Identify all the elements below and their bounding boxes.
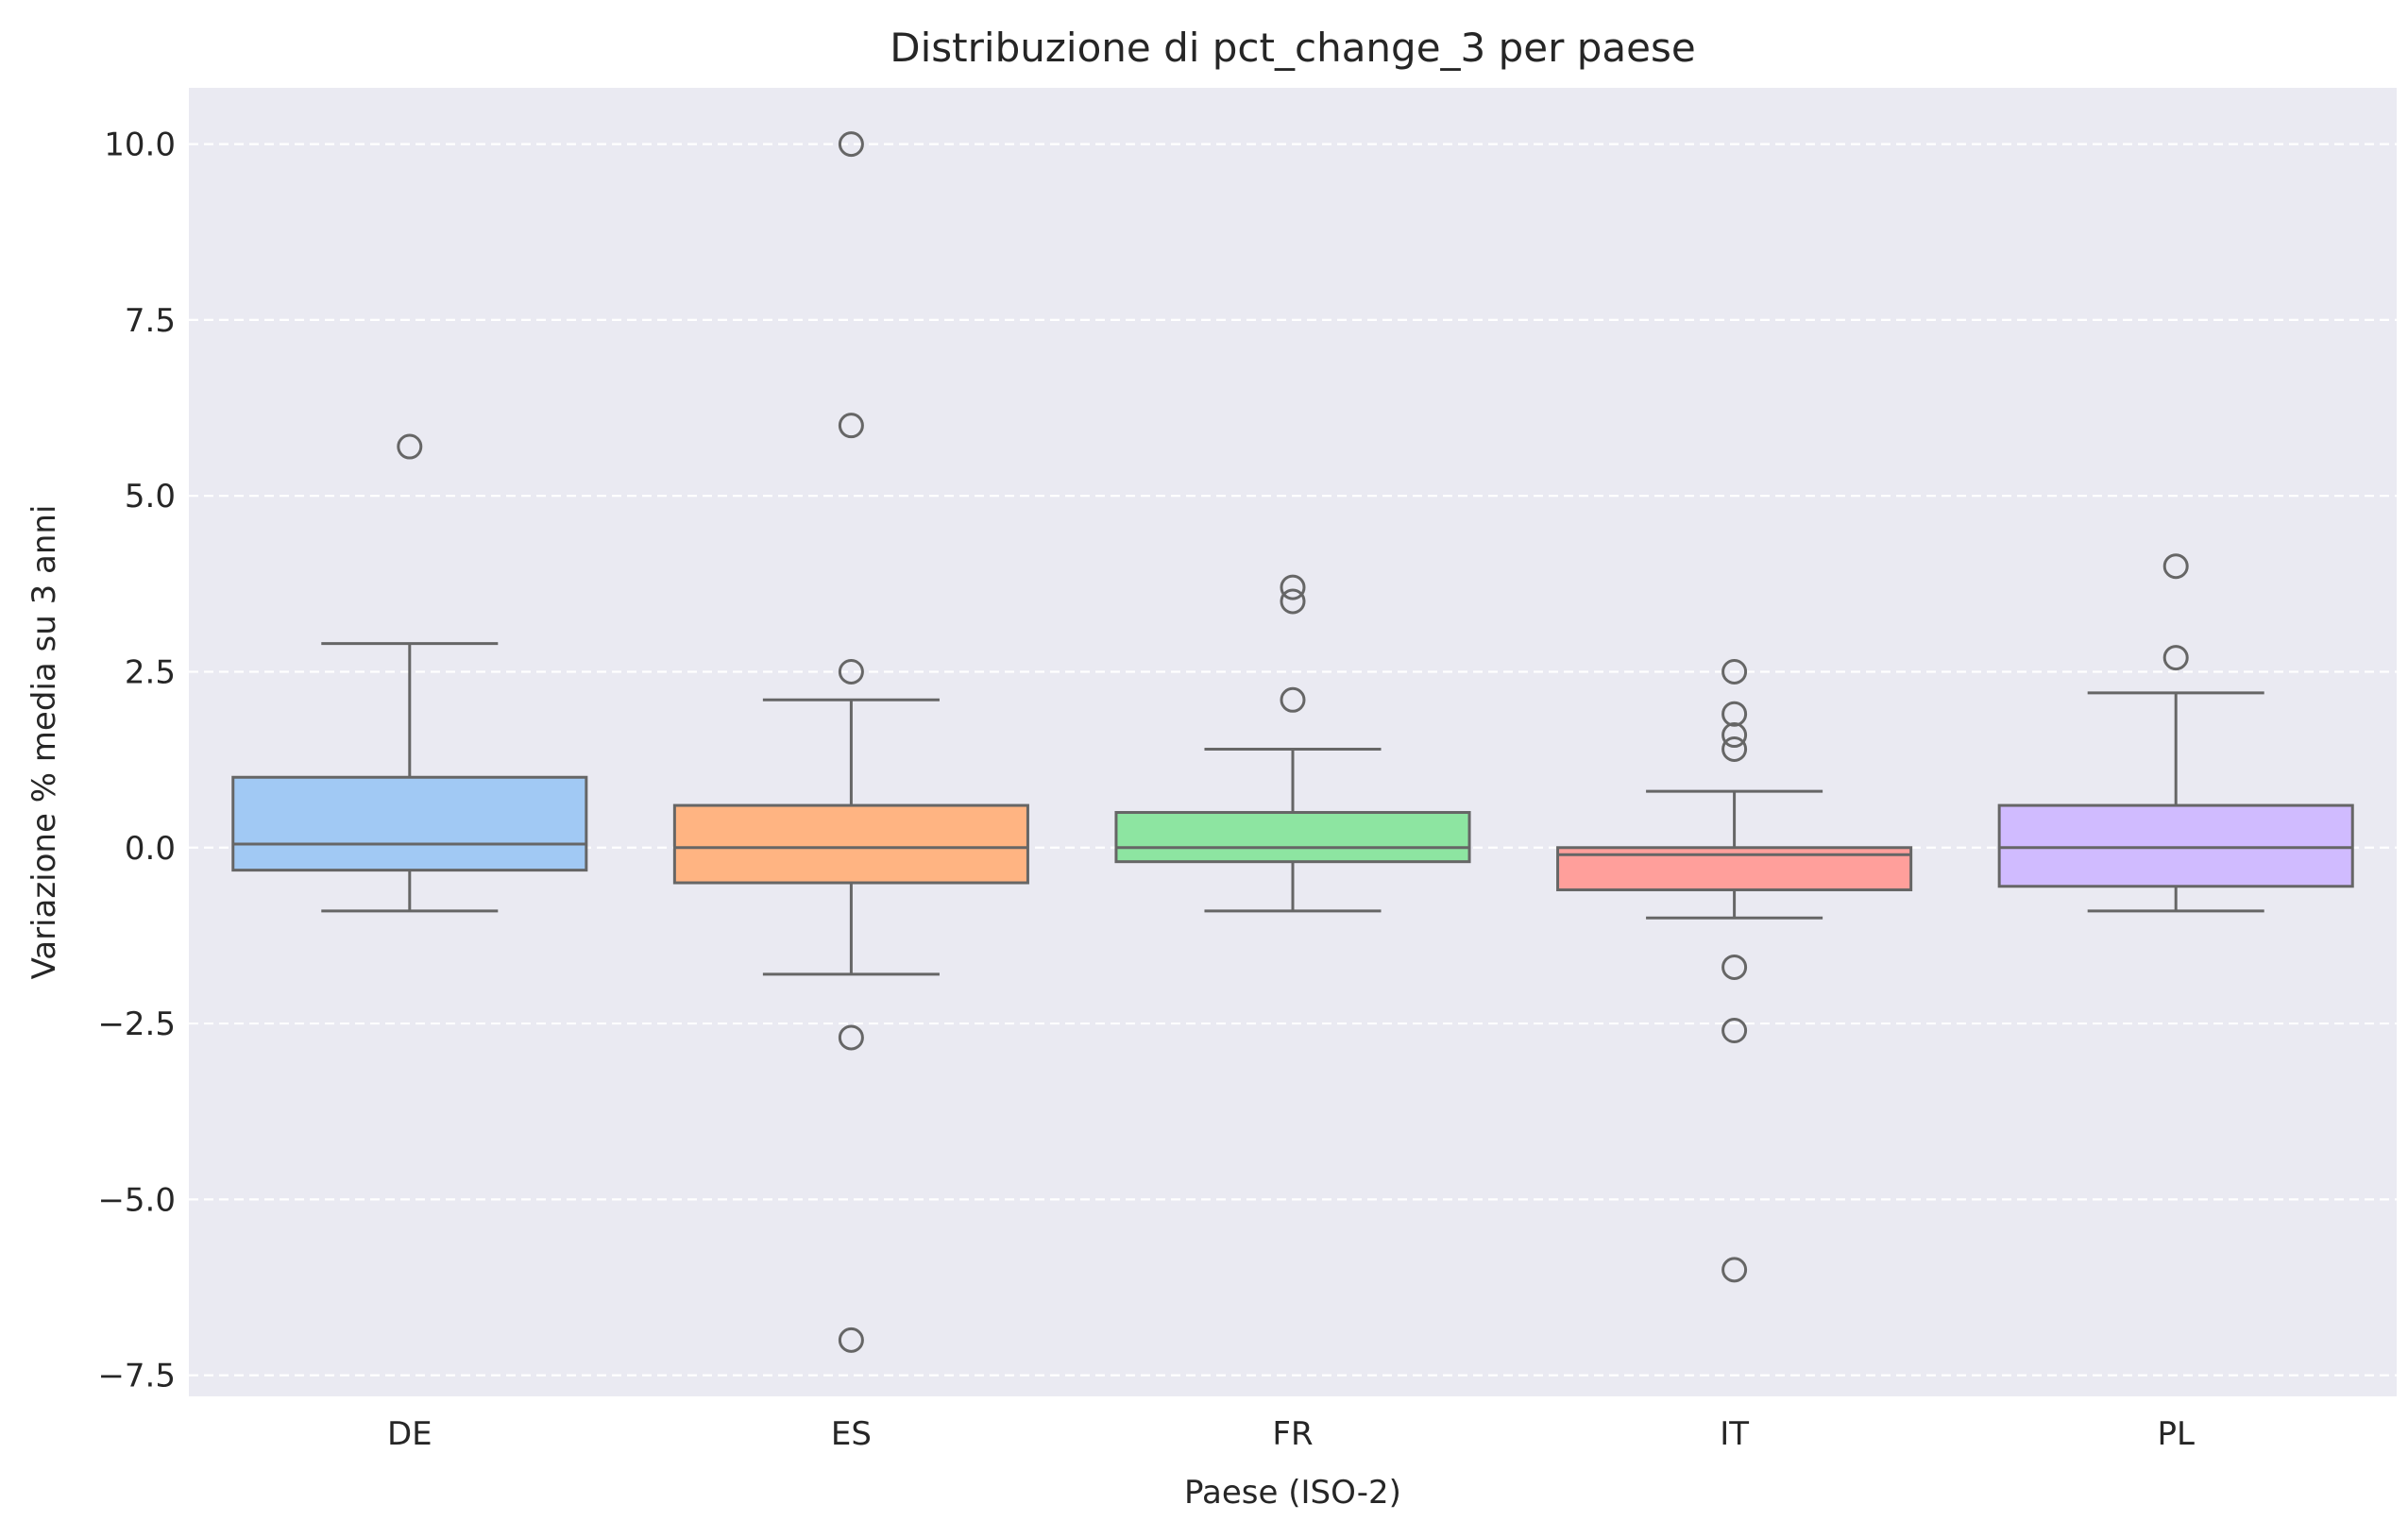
outlier-point xyxy=(397,433,423,460)
x-tick-label: PL xyxy=(2157,1415,2195,1453)
plot-background xyxy=(189,88,2397,1396)
box-es xyxy=(672,131,1029,1353)
outlier-point xyxy=(838,658,864,684)
outlier-point xyxy=(1280,588,1306,615)
outlier-point xyxy=(1721,735,1748,762)
box-pl xyxy=(1997,553,2354,913)
y-tick-label: 5.0 xyxy=(125,478,176,515)
box-iqr xyxy=(1997,803,2354,888)
box-it xyxy=(1556,658,1913,1283)
outlier-point xyxy=(1721,954,1748,980)
outlier-point xyxy=(1721,722,1748,749)
box-iqr xyxy=(672,803,1029,885)
outlier-point xyxy=(1721,701,1748,727)
box-iqr xyxy=(1114,811,1471,864)
outlier-point xyxy=(838,1024,864,1051)
outlier-point xyxy=(2162,553,2189,580)
x-tick-label: IT xyxy=(1720,1415,1749,1453)
y-tick-label: −2.5 xyxy=(97,1006,176,1043)
y-tick-label: −7.5 xyxy=(97,1358,176,1395)
boxes-layer xyxy=(231,131,2354,1353)
outlier-point xyxy=(1280,686,1306,713)
x-tick-label: FR xyxy=(1272,1415,1313,1453)
y-tick-label: 10.0 xyxy=(104,127,176,164)
outlier-point xyxy=(838,1327,864,1353)
box-fr xyxy=(1114,574,1471,913)
outlier-point xyxy=(1721,1257,1748,1283)
outlier-point xyxy=(1721,658,1748,684)
y-tick-label: 0.0 xyxy=(125,830,176,868)
outlier-point xyxy=(1721,1018,1748,1044)
x-tick-label: DE xyxy=(387,1415,432,1453)
outlier-point xyxy=(2162,645,2189,671)
y-tick-label: 7.5 xyxy=(125,302,176,340)
y-tick-label: −5.0 xyxy=(97,1181,176,1219)
outlier-point xyxy=(838,131,864,158)
y-tick-labels: −7.5 −5.0 −2.5 0.0 2.5 5.0 7.5 10.0 xyxy=(97,127,176,1395)
x-axis-label: Paese (ISO-2) xyxy=(1184,1474,1401,1512)
box-iqr xyxy=(231,775,588,872)
box-de xyxy=(231,433,588,913)
x-tick-label: ES xyxy=(831,1415,872,1453)
chart-title: Distribuzione di pct_change_3 per paese xyxy=(890,25,1695,71)
x-tick-labels: DE ES FR IT PL xyxy=(387,1415,2195,1453)
y-axis-label: Variazione % media su 3 anni xyxy=(25,505,63,980)
y-tick-label: 2.5 xyxy=(125,653,176,691)
outlier-point xyxy=(1280,574,1306,600)
outlier-point xyxy=(838,413,864,439)
